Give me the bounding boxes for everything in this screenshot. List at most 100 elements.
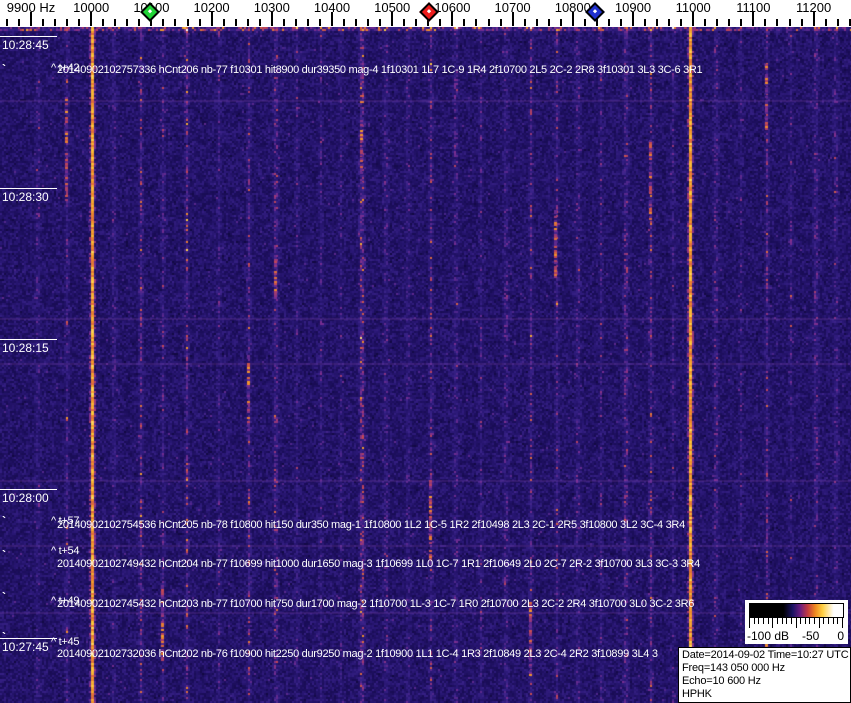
- minor-tick: [5, 19, 8, 26]
- minor-tick: [306, 19, 309, 26]
- db-tick: [767, 618, 769, 624]
- db-tick: [837, 618, 839, 624]
- db-tick: [758, 618, 760, 624]
- minor-tick: [788, 19, 791, 26]
- db-scale-ticks: [749, 618, 844, 629]
- frequency-tick-label: 10300: [253, 0, 290, 15]
- major-tick: [812, 12, 815, 26]
- minor-tick: [559, 19, 562, 26]
- db-max-label: 0: [837, 629, 844, 643]
- db-min-label: -100 dB: [747, 629, 790, 643]
- major-tick: [30, 12, 32, 26]
- minor-tick: [547, 19, 550, 26]
- minor-tick: [535, 19, 538, 26]
- minor-tick: [463, 19, 466, 26]
- db-tick: [772, 618, 774, 628]
- minor-tick: [174, 19, 177, 26]
- minor-tick: [162, 19, 165, 26]
- minor-tick: [66, 19, 69, 26]
- minor-tick: [499, 19, 502, 26]
- major-tick: [270, 12, 273, 26]
- db-tick: [762, 618, 764, 624]
- frequency-tick-label: 10900: [614, 0, 652, 15]
- frequency-tick-label: 10800: [554, 0, 591, 15]
- minor-tick: [186, 19, 189, 26]
- minor-tick: [403, 19, 406, 26]
- db-tick: [828, 618, 830, 624]
- minor-tick: [824, 19, 827, 26]
- frequency-tick-label: 11100: [736, 0, 771, 15]
- minor-tick: [343, 19, 346, 26]
- frequency-tick-label: 9900 Hz: [6, 0, 56, 15]
- db-tick: [818, 618, 820, 628]
- minor-tick: [644, 19, 647, 26]
- db-tick: [832, 618, 834, 624]
- info-station-id: HPHK: [682, 688, 712, 700]
- minor-tick: [836, 19, 839, 26]
- minor-tick: [607, 19, 610, 26]
- db-tick: [795, 618, 797, 628]
- major-tick: [391, 12, 394, 26]
- minor-tick: [800, 19, 803, 26]
- minor-tick: [246, 19, 249, 26]
- db-mid-label: -50: [802, 629, 820, 643]
- minor-tick: [258, 19, 261, 26]
- db-tick: [814, 618, 816, 624]
- db-scale-labels: -100 dB -50 0: [745, 629, 848, 644]
- db-tick: [786, 618, 788, 624]
- db-tick: [749, 618, 750, 628]
- major-tick: [451, 12, 454, 26]
- spectrogram-waterfall[interactable]: [0, 27, 851, 703]
- minor-tick: [138, 19, 141, 26]
- minor-tick: [379, 19, 382, 26]
- frequency-tick-label: 11200: [796, 0, 832, 15]
- minor-tick: [17, 19, 20, 26]
- minor-tick: [680, 19, 683, 26]
- minor-tick: [776, 19, 779, 26]
- minor-tick: [475, 19, 478, 26]
- minor-tick: [668, 19, 671, 26]
- db-tick: [823, 618, 825, 624]
- minor-tick: [704, 19, 707, 26]
- minor-tick: [234, 19, 237, 26]
- db-tick: [753, 618, 755, 624]
- minor-tick: [619, 19, 622, 26]
- minor-tick: [114, 19, 117, 26]
- color-gradient-bar: [749, 603, 844, 618]
- major-tick: [511, 12, 514, 26]
- major-tick: [632, 12, 634, 26]
- major-tick: [210, 12, 213, 26]
- minor-tick: [656, 19, 659, 26]
- status-info-box: Date=2014-09-02 Time=10:27 UTC Freq=143 …: [678, 647, 851, 703]
- major-tick: [90, 12, 93, 26]
- minor-tick: [415, 19, 418, 26]
- minor-tick: [42, 19, 45, 26]
- minor-tick: [294, 19, 297, 26]
- minor-tick: [523, 19, 526, 26]
- frequency-tick-label: 10200: [193, 0, 230, 15]
- minor-tick: [487, 19, 490, 26]
- db-tick: [842, 618, 843, 628]
- minor-tick: [318, 19, 321, 26]
- major-tick: [752, 12, 755, 26]
- info-echo-freq: Echo=10 600 Hz: [682, 675, 761, 687]
- frequency-tick-label: 11000: [675, 0, 711, 15]
- minor-tick: [102, 19, 105, 26]
- minor-tick: [728, 19, 731, 26]
- minor-tick: [282, 19, 285, 26]
- info-frequency: Freq=143 050 000 Hz: [682, 662, 785, 674]
- minor-tick: [222, 19, 225, 26]
- db-tick: [781, 618, 783, 624]
- major-tick: [692, 12, 695, 26]
- minor-tick: [595, 19, 598, 26]
- db-color-scale: -100 dB -50 0: [745, 600, 848, 644]
- db-tick: [809, 618, 811, 624]
- minor-tick: [126, 19, 129, 26]
- db-tick: [800, 618, 802, 624]
- major-tick: [571, 12, 574, 26]
- major-tick: [331, 12, 333, 26]
- minor-tick: [427, 19, 430, 26]
- frequency-tick-label: 10700: [494, 0, 531, 15]
- minor-tick: [583, 19, 586, 26]
